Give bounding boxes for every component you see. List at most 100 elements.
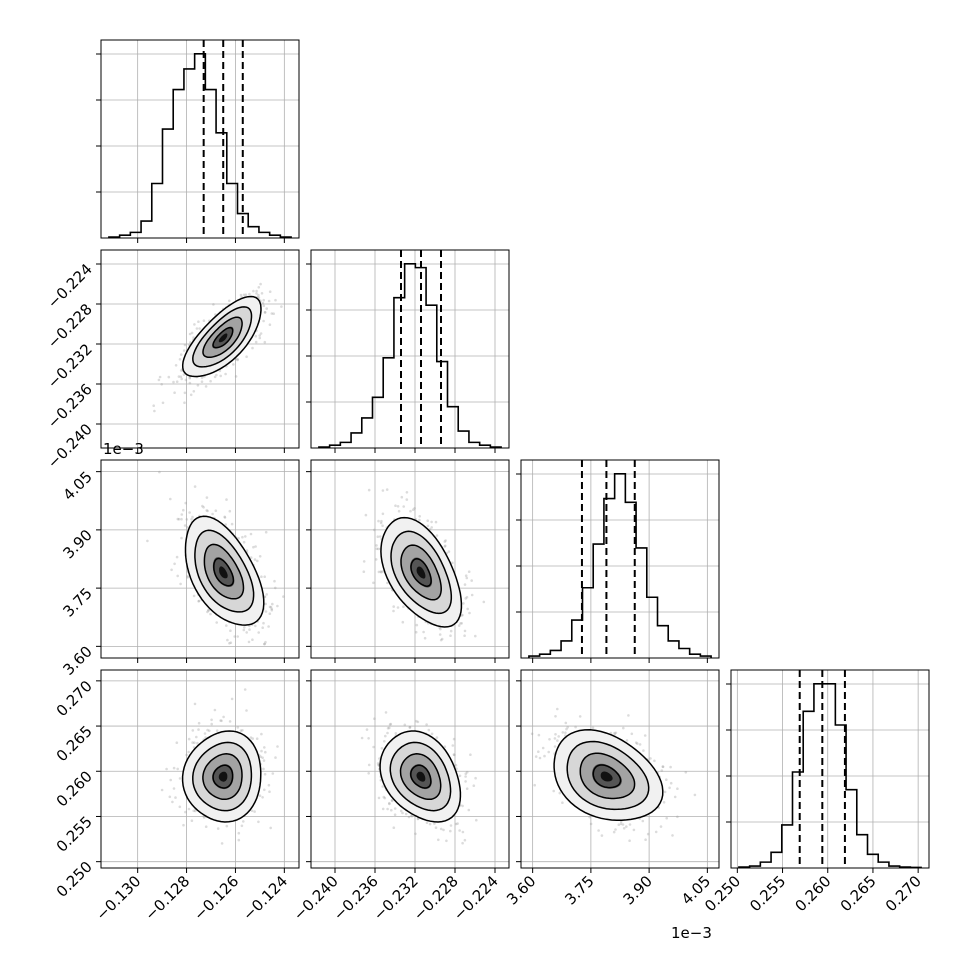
scatter-point [226,638,229,642]
scatter-point [272,312,276,316]
scatter-point [236,358,239,362]
scatter-point [206,610,209,614]
scatter-point [543,754,546,758]
scatter-point [190,819,194,822]
scatter-point [262,298,266,302]
scatter-point [268,605,272,609]
scatter-point [630,732,634,736]
scatter-point [426,519,430,522]
y-tick-label: 3.90 [59,526,95,562]
scatter-point [537,733,541,737]
scatter-point [405,491,409,494]
scatter-point [388,802,391,806]
scatter-point [474,776,477,780]
scatter-point [628,839,631,842]
scatter-point [255,737,259,740]
contour-line [592,764,622,789]
scatter-point [458,829,461,832]
scatter-point [210,722,213,726]
scatter-point [158,470,161,474]
scatter-point [416,720,420,724]
y-tick-label: 0.265 [53,722,96,765]
scatter-point [269,826,273,830]
contour-line [202,753,243,801]
scatter-point [247,640,251,644]
scatter-point [439,627,442,631]
contour-line [379,730,462,823]
scatter-point [619,820,623,824]
scatter-point [160,383,163,386]
scatter-point [530,732,534,736]
scatter-point [274,298,277,302]
scatter-point [224,523,227,526]
scatter-point [254,624,257,628]
scatter-point [430,520,433,524]
scatter-point [465,576,469,580]
scatter-point [553,737,557,740]
scatter-point [443,545,447,548]
scatter-point [193,323,196,326]
scatter-point [207,608,210,612]
scatter-point [449,829,452,833]
scatter-point [255,289,258,293]
histogram-step-1 [318,263,502,448]
scatter-point [245,355,248,359]
scatter-point [220,719,223,723]
scatter-point [264,640,267,644]
scatter-point [588,815,591,819]
scatter-point [399,809,403,813]
scatter-point [394,732,398,735]
scatter-point [422,630,425,634]
scatter-point [202,506,205,509]
y-tick-label: −0.224 [44,260,96,312]
scatter-point [182,508,185,512]
scatter-point [462,602,465,605]
scatter-point [564,721,568,725]
scatter-point [259,282,262,286]
scatter-point [223,516,227,519]
scatter-point [541,746,545,750]
scatter-point [261,796,264,799]
contour-line [410,764,432,789]
scatter-point [245,709,248,712]
scatter-point [240,824,244,828]
scatter-point [377,519,380,523]
scatter-point [414,832,417,836]
panel-frame [310,249,510,449]
x-tick-label: −0.124 [239,872,291,924]
scatter-point [180,517,183,521]
x-tick-label: −0.126 [190,872,242,924]
scatter-point [379,779,383,782]
scatter-point [474,634,477,638]
scatter-point [452,737,456,741]
scatter-point [253,810,256,813]
scatter-point [258,336,262,340]
scatter-point [165,767,168,771]
scatter-point [367,737,370,740]
scatter-point [180,513,184,516]
scatter-point [467,808,471,812]
x-tick-label: 3.60 [503,872,539,908]
density-fill [600,771,613,782]
scatter-point [377,570,381,574]
scatter-point [360,736,364,740]
scatter-point [661,765,665,768]
scatter-point [192,594,196,598]
scatter-point [538,756,542,760]
scatter-point [380,519,383,523]
scatter-point [206,728,209,732]
scatter-point [463,838,467,842]
scatter-point [405,498,409,501]
scatter-point [390,798,394,802]
scatter-point [177,517,181,521]
scatter-point [556,707,559,711]
density-fill [218,333,228,343]
scatter-point [206,509,209,513]
scatter-point [172,380,175,384]
scatter-point [668,786,671,790]
scatter-point [390,799,394,803]
scatter-point [146,539,149,543]
scatter-point [444,544,447,548]
scatter-point [659,825,663,828]
scatter-point [174,796,177,799]
